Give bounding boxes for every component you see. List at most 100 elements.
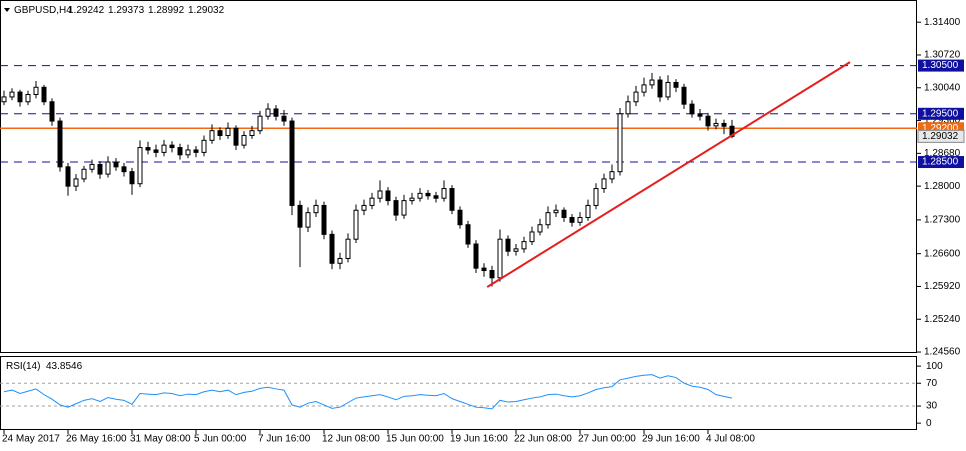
candle-body	[665, 81, 671, 98]
candle-body	[713, 122, 719, 127]
candle-body	[473, 243, 479, 269]
rsi-tick-label: 30	[926, 401, 938, 412]
candle-body	[369, 197, 375, 206]
candle-body	[577, 216, 583, 223]
x-tick-label: 29 Jun 16:00	[642, 434, 700, 445]
main-panel-border	[0, 0, 917, 353]
x-tick-label: 24 May 2017	[2, 434, 60, 445]
candle-body	[393, 200, 399, 216]
trendline	[486, 61, 851, 288]
candle-body	[641, 84, 647, 93]
candle-body	[329, 233, 335, 264]
x-tick-label: 19 Jun 16:00	[450, 434, 508, 445]
candle-body	[81, 168, 87, 180]
rsi-title: RSI(14)	[6, 361, 40, 372]
candle-body	[697, 113, 703, 117]
y-tick-label: 1.29360	[924, 115, 961, 126]
candle-body	[185, 149, 191, 156]
x-tick-label: 31 May 08:00	[130, 434, 191, 445]
candle-body	[305, 212, 311, 228]
y-tick-label: 1.30720	[924, 50, 961, 61]
candle-body	[201, 139, 207, 153]
menu-arrow[interactable]	[4, 8, 10, 12]
candle-body	[49, 101, 55, 122]
candle-body	[217, 130, 223, 137]
candle-body	[449, 188, 455, 211]
candle-body	[321, 204, 327, 235]
candle-body	[137, 147, 143, 185]
candle-body	[89, 163, 95, 170]
candle-body	[65, 166, 71, 187]
candle-body	[433, 195, 439, 199]
candle-body	[313, 204, 319, 214]
candle-body	[681, 86, 687, 105]
high-value: 1.29373	[108, 5, 145, 16]
candle-body	[593, 188, 599, 206]
price-label: 1.29032	[922, 131, 959, 142]
candle-body	[561, 209, 567, 218]
level-label: 1.29200	[922, 123, 959, 134]
y-tick-label: 1.30040	[924, 82, 961, 93]
candle-body	[105, 161, 111, 175]
rsi-tick-label: 0	[926, 418, 932, 429]
candle-body	[33, 86, 39, 96]
candle-body	[505, 238, 511, 252]
candle-body	[345, 238, 351, 259]
candle-body	[225, 127, 231, 137]
candle-body	[153, 149, 159, 153]
candle-body	[97, 163, 103, 175]
price-label-box	[917, 129, 965, 143]
candle-body	[41, 86, 47, 103]
level-label-box	[918, 59, 964, 72]
chart-title: GBPUSD,H4	[14, 5, 72, 16]
candle-body	[121, 166, 127, 173]
y-tick-label: 1.31400	[924, 17, 961, 28]
chart-header: GBPUSD,H4 1.29242 1.29373 1.28992 1.2903…	[14, 5, 225, 16]
level-label: 1.30500	[922, 60, 959, 71]
x-tick-label: 5 Jun 00:00	[194, 434, 247, 445]
rsi-tick-label: 70	[926, 378, 938, 389]
candle-body	[481, 267, 487, 272]
level-label-box	[918, 107, 964, 120]
rsi-header: RSI(14) 43.8546	[6, 361, 83, 372]
candle-body	[553, 209, 559, 214]
candle-body	[249, 130, 255, 137]
candle-body	[545, 212, 551, 226]
candle-body	[169, 144, 175, 149]
candle-body	[353, 209, 359, 240]
candle-body	[9, 91, 15, 98]
candle-body	[689, 103, 695, 115]
candle-body	[457, 209, 463, 226]
candle-body	[633, 91, 639, 103]
candle-body	[377, 190, 383, 199]
candle-body	[273, 108, 279, 117]
rsi-line	[3, 374, 733, 410]
candle-body	[385, 190, 391, 202]
y-tick-label: 1.27300	[924, 215, 961, 226]
candle-body	[233, 127, 239, 146]
x-tick-label: 4 Jul 08:00	[706, 434, 755, 445]
candle-body	[337, 257, 343, 264]
candle-body	[513, 248, 519, 252]
rsi-panel-border	[0, 356, 917, 430]
candle-body	[265, 108, 271, 117]
candle-body	[25, 94, 31, 103]
candle-body	[193, 149, 199, 153]
candle-body	[425, 192, 431, 197]
candle-body	[209, 130, 215, 141]
candle-body	[57, 120, 63, 168]
x-tick-label: 22 Jun 08:00	[514, 434, 572, 445]
candle-body	[113, 161, 119, 168]
candle-body	[441, 188, 447, 199]
y-tick-label: 1.25240	[924, 314, 961, 325]
candle-body	[417, 192, 423, 199]
rsi-value: 43.8546	[46, 361, 83, 372]
candle-body	[289, 120, 295, 206]
x-tick-label: 27 Jun 00:00	[578, 434, 636, 445]
rsi-tick-label: 100	[926, 361, 943, 372]
candle-body	[361, 204, 367, 211]
candle-body	[489, 270, 495, 279]
candle-body	[257, 115, 263, 132]
y-tick-label: 1.28680	[924, 148, 961, 159]
